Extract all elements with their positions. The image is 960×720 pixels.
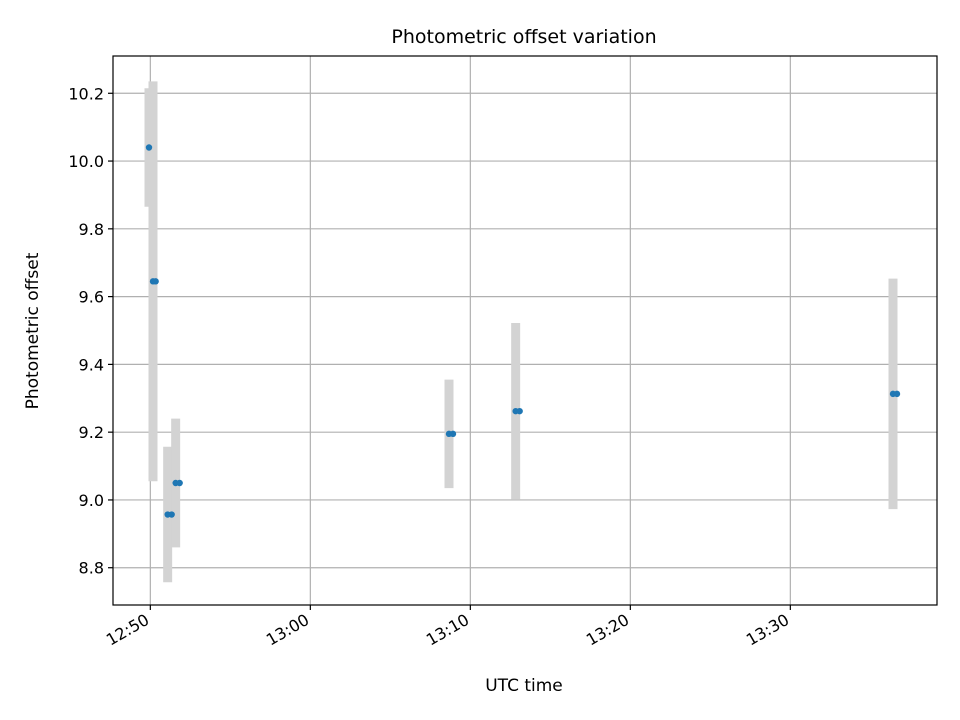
x-tick-label: 13:10 xyxy=(423,610,472,650)
data-points xyxy=(145,144,901,518)
data-point xyxy=(176,479,183,487)
y-tick-label: 10.0 xyxy=(68,152,104,171)
y-axis-title: Photometric offset xyxy=(23,252,43,409)
y-tick-label: 9.0 xyxy=(79,491,104,510)
data-point xyxy=(516,407,523,415)
y-tick-label: 10.2 xyxy=(68,84,104,103)
errorbars xyxy=(144,81,898,583)
x-tick-label: 13:00 xyxy=(263,610,312,650)
x-tick-label: 13:30 xyxy=(743,610,792,650)
x-axis-ticks: 12:50 13:00 13:10 13:20 13:30 xyxy=(103,605,792,650)
y-tick-label: 9.6 xyxy=(79,288,104,307)
data-point xyxy=(893,390,901,398)
y-tick-label: 8.8 xyxy=(79,559,104,578)
x-tick-label: 13:20 xyxy=(583,610,632,650)
data-point xyxy=(168,511,175,518)
data-point xyxy=(449,430,457,438)
x-axis-title: UTC time xyxy=(485,676,563,696)
data-point xyxy=(152,278,159,285)
grid xyxy=(113,56,937,605)
chart-title: Photometric offset variation xyxy=(391,26,656,48)
y-tick-label: 9.4 xyxy=(79,355,104,374)
x-tick-label: 12:50 xyxy=(103,610,152,650)
plot-frame xyxy=(112,55,938,606)
y-tick-label: 9.8 xyxy=(79,220,104,239)
data-point xyxy=(145,144,153,151)
y-tick-label: 9.2 xyxy=(79,423,104,442)
y-axis-ticks: 8.8 9.0 9.2 9.4 9.6 9.8 10.0 10.2 xyxy=(68,84,113,578)
